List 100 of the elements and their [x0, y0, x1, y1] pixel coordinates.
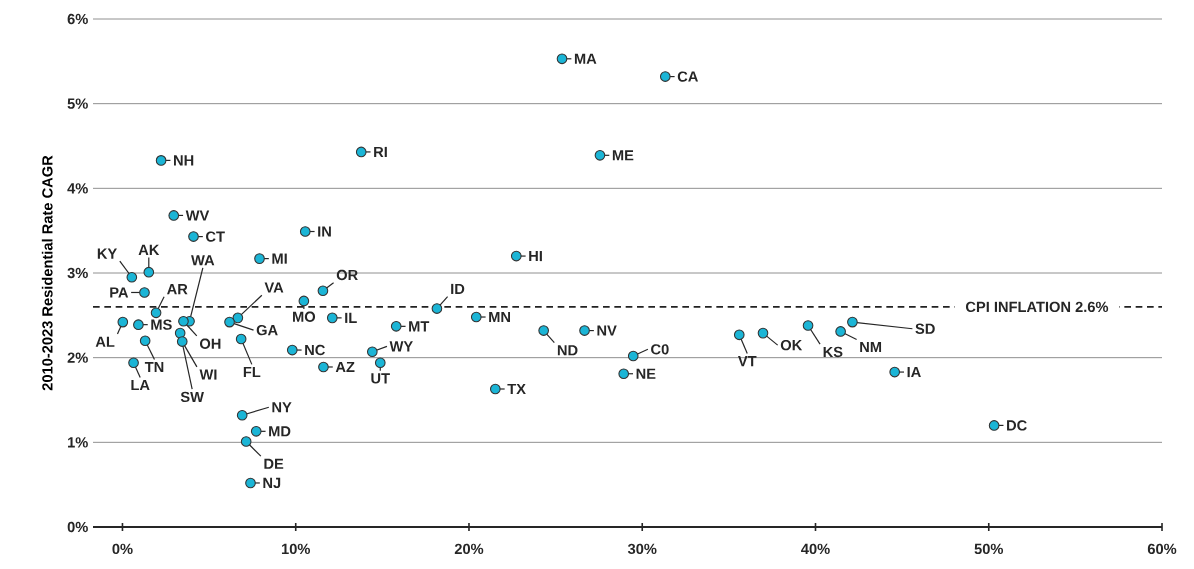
annotation: ND — [557, 345, 578, 356]
annotation: DE — [264, 458, 284, 469]
annotation: KS — [823, 346, 843, 358]
y-tick-label: 4% — [67, 183, 88, 194]
point — [143, 266, 155, 278]
point — [374, 357, 386, 369]
point — [235, 333, 247, 345]
annotation: AK — [138, 244, 160, 255]
annotation: MT — [409, 321, 430, 332]
annotation: MD — [269, 426, 291, 437]
annotation: MN — [489, 311, 511, 323]
point — [232, 312, 244, 324]
annotation: WA — [191, 255, 215, 266]
y-tick-label: 2% — [67, 352, 88, 363]
point — [733, 329, 745, 341]
annotation: C0 — [651, 344, 669, 355]
point — [802, 320, 814, 331]
annotation: NH — [174, 155, 194, 166]
point — [139, 335, 151, 347]
y-tick-label: 5% — [67, 98, 88, 109]
annotation: AR — [167, 284, 188, 295]
annotation: WY — [389, 341, 413, 352]
annotation: SW — [180, 391, 204, 403]
point — [431, 303, 443, 314]
annotation: DC — [1007, 420, 1027, 431]
annotation: UT — [371, 373, 390, 384]
annotation: NC — [305, 344, 325, 356]
annotation: AZ — [335, 361, 355, 373]
point — [579, 325, 590, 336]
annotation: AL — [95, 336, 115, 347]
point — [126, 271, 138, 283]
point — [139, 287, 150, 298]
annotation: GA — [256, 324, 278, 336]
y-tick-label: 6% — [67, 13, 88, 25]
point — [618, 368, 630, 380]
point — [988, 420, 1000, 431]
point — [594, 149, 606, 161]
x-tick-label: 50% — [974, 543, 1004, 555]
annotation: NY — [272, 402, 292, 413]
point — [176, 336, 188, 347]
x-tick-label: 20% — [454, 543, 484, 555]
annotation: ID — [451, 283, 465, 294]
annotation: PA — [110, 287, 129, 298]
point — [128, 357, 139, 369]
point — [556, 53, 568, 65]
point — [250, 425, 262, 437]
point — [240, 436, 252, 447]
annotation: IA — [907, 367, 921, 378]
point — [133, 319, 144, 330]
point — [390, 321, 402, 332]
annotation: OR — [336, 269, 358, 281]
annotation: LA — [131, 380, 150, 391]
point — [366, 346, 378, 358]
annotation: KY — [97, 248, 117, 259]
annotation: MI — [272, 253, 287, 264]
point — [489, 383, 501, 395]
annotation: MA — [574, 53, 597, 64]
annotation: WV — [185, 210, 210, 221]
point — [299, 226, 311, 237]
annotation: IL — [345, 312, 357, 323]
point — [355, 146, 367, 158]
x-tick-label: 30% — [627, 543, 657, 555]
annotation: CT — [206, 231, 225, 242]
x-tick-label: 60% — [1147, 543, 1177, 555]
point — [298, 295, 310, 307]
annotation: IN — [318, 226, 331, 237]
ref-line-label: CPI INFLATION 2.6% — [965, 301, 1109, 313]
annotation: ME — [612, 150, 634, 161]
point — [178, 315, 189, 327]
annotation: VT — [738, 356, 757, 367]
point — [659, 71, 671, 82]
annotation: NV — [597, 325, 617, 336]
annotation: MO — [293, 311, 316, 322]
annotation: OH — [199, 338, 221, 349]
x-tick-label: 10% — [281, 543, 310, 555]
point — [150, 307, 162, 319]
point — [757, 327, 769, 339]
point — [245, 477, 256, 489]
point — [538, 325, 549, 336]
point — [510, 250, 522, 262]
annotation: HI — [529, 251, 542, 262]
point — [155, 155, 167, 166]
annotation: NJ — [263, 477, 281, 489]
y-tick-label: 3% — [67, 267, 88, 279]
point — [317, 285, 329, 297]
point — [627, 350, 639, 362]
annotation: MS — [151, 319, 172, 330]
annotation: CA — [677, 71, 699, 82]
annotation: RI — [374, 146, 387, 157]
annotation: VA — [264, 282, 284, 293]
y-tick-label: 0% — [67, 521, 88, 533]
point — [117, 316, 129, 328]
point — [326, 312, 338, 324]
point — [470, 311, 482, 323]
point — [224, 316, 235, 328]
annotation: NM — [860, 342, 882, 353]
annotation: NE — [636, 368, 656, 379]
point — [168, 210, 180, 221]
annotation: OK — [780, 339, 803, 351]
point — [318, 361, 329, 373]
